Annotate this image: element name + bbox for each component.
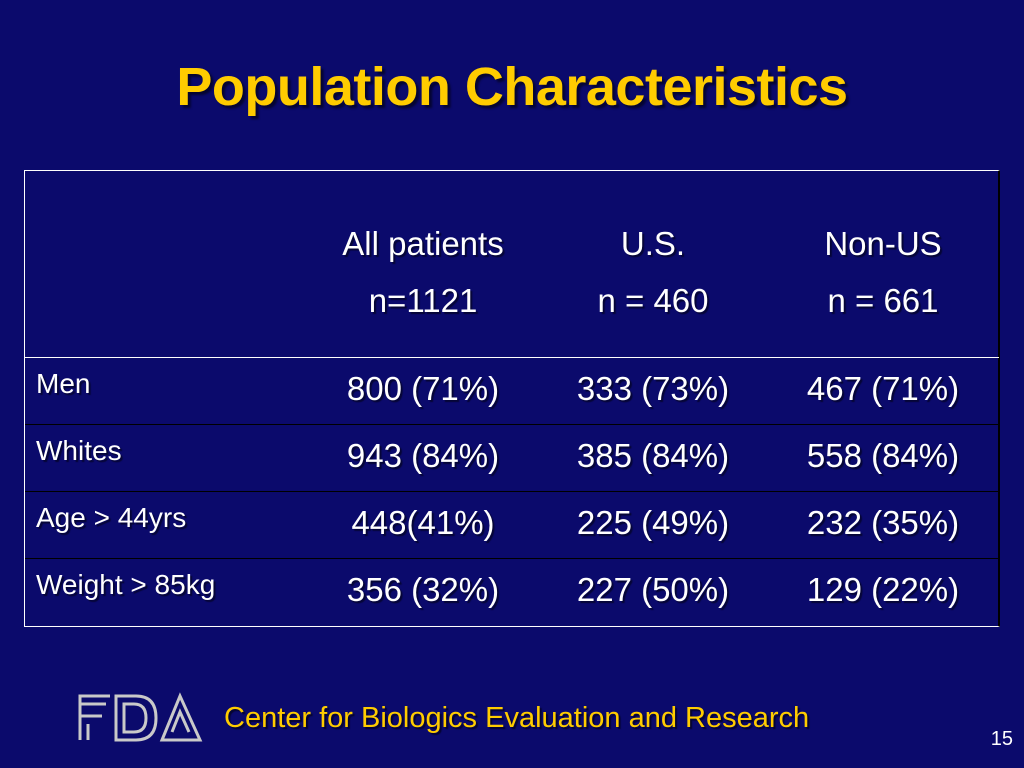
footer-center-text: Center for Biologics Evaluation and Rese… xyxy=(224,702,810,734)
table-cell: 467 (71%) xyxy=(806,370,960,407)
row-label: Age > 44yrs xyxy=(36,502,187,533)
table-cell: 943 (84%) xyxy=(346,437,500,474)
table-cell: 800 (71%) xyxy=(346,370,500,407)
slide-footer: Center for Biologics Evaluation and Rese… xyxy=(0,680,1024,768)
table-header-row: All patients n=1121 U.S. n = 460 Non-US … xyxy=(25,171,999,358)
column-header-label: U.S. xyxy=(620,225,686,262)
column-header-n: n = 460 xyxy=(597,282,709,319)
table-cell: 333 (73%) xyxy=(576,370,730,407)
page-number: 15 xyxy=(990,728,1013,750)
table-cell: 385 (84%) xyxy=(576,437,730,474)
table-row-weight: Weight > 85kg 356 (32%) 227 (50%) 129 (2… xyxy=(25,559,999,626)
table-cell: 232 (35%) xyxy=(806,504,960,541)
column-header-n: n=1121 xyxy=(368,282,478,319)
column-header-label: All patients xyxy=(342,225,504,262)
column-header-n: n = 661 xyxy=(827,282,939,319)
column-header-label: Non-US xyxy=(824,225,942,262)
table-row-whites: Whites 943 (84%) 385 (84%) 558 (84%) xyxy=(25,425,999,492)
population-table: All patients n=1121 U.S. n = 460 Non-US … xyxy=(24,170,1000,627)
table-cell: 356 (32%) xyxy=(346,571,500,608)
fda-logo-icon xyxy=(76,690,204,744)
row-label: Men xyxy=(36,368,91,399)
table-row-age: Age > 44yrs 448(41%) 225 (49%) 232 (35%) xyxy=(25,492,999,559)
row-label: Weight > 85kg xyxy=(36,569,216,600)
table-cell: 129 (22%) xyxy=(806,571,960,608)
table-cell: 558 (84%) xyxy=(806,437,960,474)
table-cell: 227 (50%) xyxy=(576,571,730,608)
table-cell: 225 (49%) xyxy=(576,504,730,541)
slide-title: Population Characteristics xyxy=(176,57,848,117)
row-label: Whites xyxy=(36,435,122,466)
column-header-us: U.S. n = 460 xyxy=(533,215,773,329)
column-header-all-patients: All patients n=1121 xyxy=(303,215,543,329)
table-cell: 448(41%) xyxy=(351,504,495,541)
column-header-non-us: Non-US n = 661 xyxy=(763,215,1003,329)
table-row-men: Men 800 (71%) 333 (73%) 467 (71%) xyxy=(25,358,999,425)
